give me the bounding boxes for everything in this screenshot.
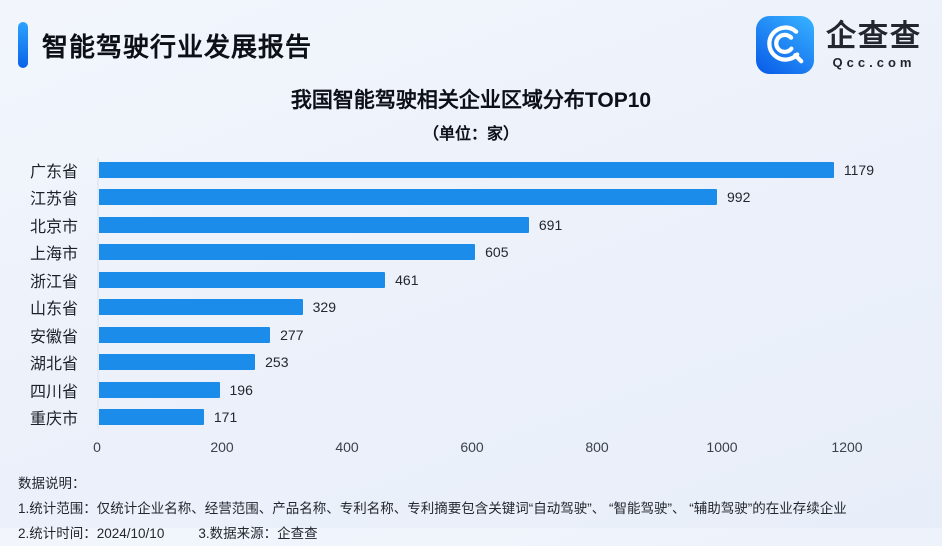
chart-row: 湖北省 253 — [22, 349, 942, 377]
chart-title: 我国智能驾驶相关企业区域分布TOP10 — [290, 89, 652, 112]
accent-bar — [18, 22, 28, 68]
bar-track: 253 — [97, 354, 847, 371]
chart-rows: 广东省 1179 江苏省 992 北京市 691 上海市 605 浙江省 461 山东省 329 安徽省… — [22, 156, 942, 431]
category-label: 江苏省 — [30, 191, 79, 209]
chart-row: 四川省 196 — [22, 376, 942, 404]
value-label: 171 — [213, 409, 238, 426]
logo-domain: Qcc.com — [832, 55, 916, 70]
footnote-source: 3.数据来源：企查查 — [198, 526, 318, 541]
chart-row: 山东省 329 — [22, 294, 942, 322]
logo-name: 企查查 — [826, 20, 922, 53]
value-label: 277 — [280, 326, 304, 343]
value-label: 691 — [538, 216, 563, 233]
chart-row: 重庆市 171 — [22, 404, 942, 432]
bar-track: 461 — [97, 271, 847, 288]
bar-chart: 我国智能驾驶相关企业区域分布TOP10 （单位：家） 广东省 1179 江苏省 992… — [0, 84, 942, 459]
bar-track: 329 — [97, 299, 847, 316]
footnote-time: 2.统计时间：2024/10/10 — [18, 526, 165, 541]
footnote-scope: 1.统计范围：仅统计企业名称、经营范围、产品名称、专利名称、专利摘要包含关键词“… — [18, 501, 847, 516]
footnotes: 数据说明： 1.统计范围：仅统计企业名称、经营范围、产品名称、专利名称、专利摘要… — [18, 471, 922, 546]
bar — [97, 161, 834, 178]
bar-track: 1179 — [97, 161, 874, 178]
report-header: 智能驾驶行业发展报告 企查查 Qcc.com — [0, 0, 942, 74]
category-label: 浙江省 — [30, 273, 79, 291]
bar — [97, 299, 303, 316]
bar — [97, 326, 271, 343]
x-tick-label: 1200 — [831, 439, 863, 455]
chart-row: 北京市 691 — [22, 211, 942, 239]
value-label: 461 — [395, 271, 419, 288]
report-title: 智能驾驶行业发展报告 — [42, 31, 313, 62]
chart-row: 浙江省 461 — [22, 266, 942, 294]
category-label: 安徽省 — [30, 328, 79, 346]
bar-track: 691 — [97, 216, 847, 233]
chart-row: 江苏省 992 — [22, 184, 942, 212]
x-tick-label: 1000 — [706, 439, 738, 455]
value-label: 329 — [312, 299, 336, 316]
bar-track: 277 — [97, 326, 847, 343]
chart-row: 上海市 605 — [22, 239, 942, 267]
footnote-heading: 数据说明： — [18, 476, 86, 491]
x-tick-label: 0 — [93, 439, 101, 455]
bar — [97, 354, 256, 371]
qcc-magnifier-icon — [756, 16, 814, 74]
category-label: 上海市 — [30, 246, 79, 264]
category-label: 重庆市 — [30, 411, 79, 429]
x-tick-label: 200 — [210, 439, 234, 455]
bar — [97, 381, 220, 398]
qcc-logo: 企查查 Qcc.com — [756, 16, 922, 74]
bar — [97, 189, 717, 206]
chart-row: 广东省 1179 — [22, 156, 942, 184]
x-tick-label: 800 — [585, 439, 609, 455]
x-axis: 0 200 400 600 800 1000 1200 — [93, 439, 862, 459]
bar-track: 171 — [97, 409, 847, 426]
category-label: 北京市 — [30, 218, 79, 236]
value-label: 992 — [727, 189, 751, 206]
bar — [97, 271, 386, 288]
bar — [97, 409, 204, 426]
category-label: 湖北省 — [30, 356, 79, 374]
value-label: 605 — [485, 244, 509, 261]
bar — [97, 244, 476, 261]
category-label: 山东省 — [30, 301, 79, 319]
chart-unit-subtitle: （单位：家） — [422, 126, 519, 143]
x-tick-label: 600 — [460, 439, 484, 455]
bar-track: 196 — [97, 381, 847, 398]
bar — [97, 216, 529, 233]
footnote-meta: 2.统计时间：2024/10/10 3.数据来源：企查查 — [18, 521, 922, 546]
chart-row: 安徽省 277 — [22, 321, 942, 349]
x-tick-label: 400 — [335, 439, 359, 455]
value-label: 253 — [265, 354, 289, 371]
category-label: 广东省 — [30, 163, 79, 181]
bar-track: 992 — [97, 189, 847, 206]
bar-track: 605 — [97, 244, 847, 261]
logo-text: 企查查 Qcc.com — [826, 20, 922, 70]
category-label: 四川省 — [30, 383, 79, 401]
value-label: 1179 — [843, 161, 874, 178]
value-label: 196 — [229, 381, 253, 398]
